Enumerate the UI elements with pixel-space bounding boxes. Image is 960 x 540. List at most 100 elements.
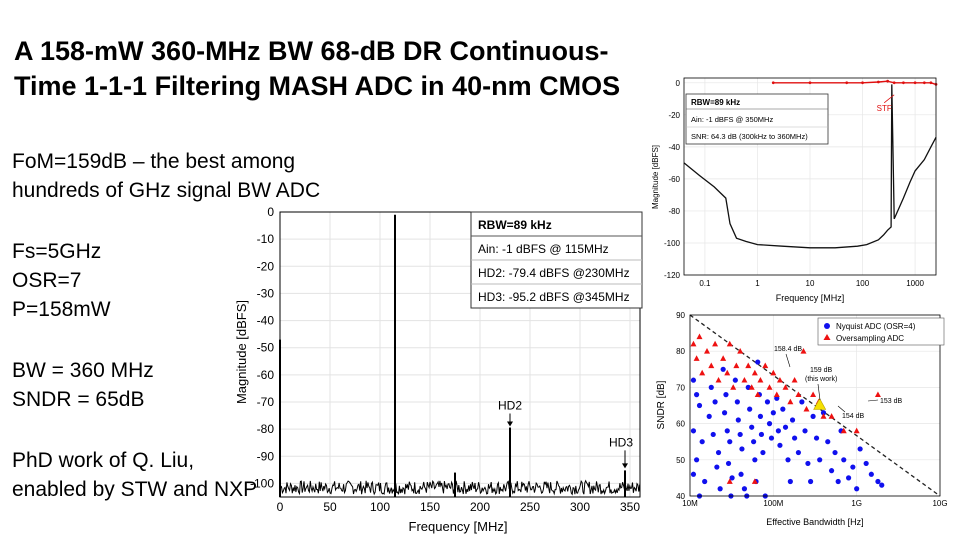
nyquist-point — [712, 399, 718, 405]
chart3-ytick: 40 — [676, 492, 685, 501]
nyquist-point — [735, 417, 741, 423]
chart3-ytick: 80 — [676, 347, 685, 356]
chart2-stf-point — [929, 81, 933, 85]
oversampling-point — [762, 362, 769, 369]
stf-arrow — [883, 94, 895, 104]
nyquist-point — [787, 478, 793, 485]
chart1-legend-hd2: HD2: -79.4 dBFS @230MHz — [478, 266, 630, 280]
chart1-legend-hd3: HD3: -95.2 dBFS @345MHz — [478, 290, 630, 304]
oversampling-point — [770, 369, 777, 376]
nyquist-point — [739, 446, 745, 452]
chart2-stf-point — [902, 81, 905, 85]
oversampling-point — [840, 427, 847, 434]
bullet-line: enabled by STW and NXP — [12, 478, 258, 501]
stf-label: STF — [877, 104, 892, 113]
oversampling-legend-label: Oversampling ADC — [836, 334, 904, 343]
nyquist-point — [714, 464, 720, 470]
bullet-line: OSR=7 — [12, 269, 82, 292]
nyquist-point — [841, 457, 847, 463]
nyquist-point — [758, 431, 765, 438]
nyquist-point — [817, 457, 823, 463]
chart2-ytick: -100 — [664, 239, 681, 248]
nyquist-point — [755, 359, 761, 365]
chart1-legend-ain: Ain: -1 dBFS @ 115MHz — [478, 242, 609, 256]
nyquist-point — [850, 464, 856, 470]
oversampling-point — [820, 413, 827, 419]
oversampling-point — [696, 333, 703, 340]
chart2-ytick: -20 — [668, 111, 680, 120]
oversampling-point — [757, 376, 764, 383]
chart2-ytick: 0 — [676, 79, 681, 88]
oversampling-legend-marker — [823, 334, 831, 340]
chart2-legend: RBW=89 kHz Ain: -1 dBFS @ 350MHz SNR: 64… — [685, 93, 829, 145]
nyquist-point — [720, 366, 726, 372]
chart3-xtick: 10G — [932, 499, 947, 508]
label-153: 153 dB — [880, 398, 903, 405]
nyquist-point — [802, 428, 808, 434]
chart1-legend-rbw: RBW=89 kHz — [478, 218, 552, 232]
chart2-stf-point — [845, 81, 849, 85]
nyquist-point — [810, 413, 816, 419]
nyquist-point — [780, 406, 786, 412]
nyquist-point — [845, 475, 852, 481]
oversampling-point — [795, 391, 802, 398]
bullet-line: Fs=5GHz — [12, 240, 102, 263]
oversampling-point — [754, 391, 761, 398]
nyquist-point — [777, 442, 783, 448]
spectrum-log-chart: Magnitude [dBFS] Frequency [MHz] 0 -20 -40… — [651, 77, 938, 303]
chart1-xtick: 350 — [620, 500, 640, 514]
oversampling-point — [766, 384, 773, 390]
nyquist-point — [825, 439, 831, 445]
chart1-ytick: -100 — [250, 476, 274, 490]
chart2-xtick: 1 — [755, 279, 760, 288]
oversampling-point — [724, 369, 731, 376]
nyquist-point — [693, 457, 700, 463]
chart2-xtick: 0.1 — [699, 279, 711, 288]
oversampling-point — [737, 348, 744, 354]
chart3-xtick: 1G — [851, 499, 862, 508]
nyquist-point — [752, 457, 758, 463]
oversampling-point — [828, 413, 835, 419]
chart2-stf-point — [876, 80, 880, 84]
chart1-noise-trace — [280, 479, 641, 496]
chart2-frame — [683, 77, 937, 276]
bullet-line: P=158mW — [12, 298, 111, 321]
oversampling-point — [712, 340, 719, 347]
nyquist-legend-marker — [824, 323, 830, 329]
nyquist-point — [696, 402, 703, 409]
oversampling-point — [726, 478, 733, 484]
chart1-legend: RBW=89 kHz Ain: -1 dBFS @ 115MHz HD2: -7… — [470, 211, 643, 309]
chart2-ylabel: Magnitude [dBFS] — [651, 145, 660, 209]
nyquist-point — [723, 392, 729, 398]
chart2-stf-point — [771, 81, 775, 85]
nyquist-point — [805, 460, 811, 467]
nyquist-point — [875, 478, 881, 485]
survey-annotations: 158.4 dB 159 dB (this work) 154 dB 153 d… — [774, 346, 903, 420]
nyquist-point — [693, 392, 700, 398]
chart1-xtick: 250 — [520, 500, 540, 514]
oversampling-point — [773, 391, 780, 398]
chart2-stf-point — [808, 81, 812, 85]
nyquist-point — [768, 435, 775, 441]
nyquist-point — [747, 406, 753, 412]
chart3-ytick: 60 — [676, 420, 685, 429]
this-work-point — [813, 397, 827, 410]
nyquist-point — [785, 457, 791, 463]
oversampling-point — [726, 340, 733, 347]
oversampling-point — [741, 376, 748, 383]
nyquist-point — [879, 482, 885, 488]
nyquist-point — [737, 431, 743, 438]
oversampling-point — [715, 376, 722, 383]
bullet-line: FoM=159dB – the best among — [12, 150, 296, 173]
chart3-ylabel: SNDR [dB] — [656, 380, 667, 429]
nyquist-point — [708, 384, 714, 390]
nyquist-point — [751, 439, 757, 445]
chart2-stf-point — [922, 81, 926, 85]
oversampling-point — [782, 384, 789, 390]
nyquist-point — [734, 399, 740, 405]
chart2-legend-snr: SNR: 64.3 dB (300kHz to 360MHz) — [691, 132, 808, 141]
chart3-ytick: 90 — [676, 311, 685, 320]
chart3-xtick: 100M — [763, 499, 783, 508]
label-158-4: 158.4 dB — [774, 346, 802, 353]
oversampling-point — [810, 391, 817, 398]
